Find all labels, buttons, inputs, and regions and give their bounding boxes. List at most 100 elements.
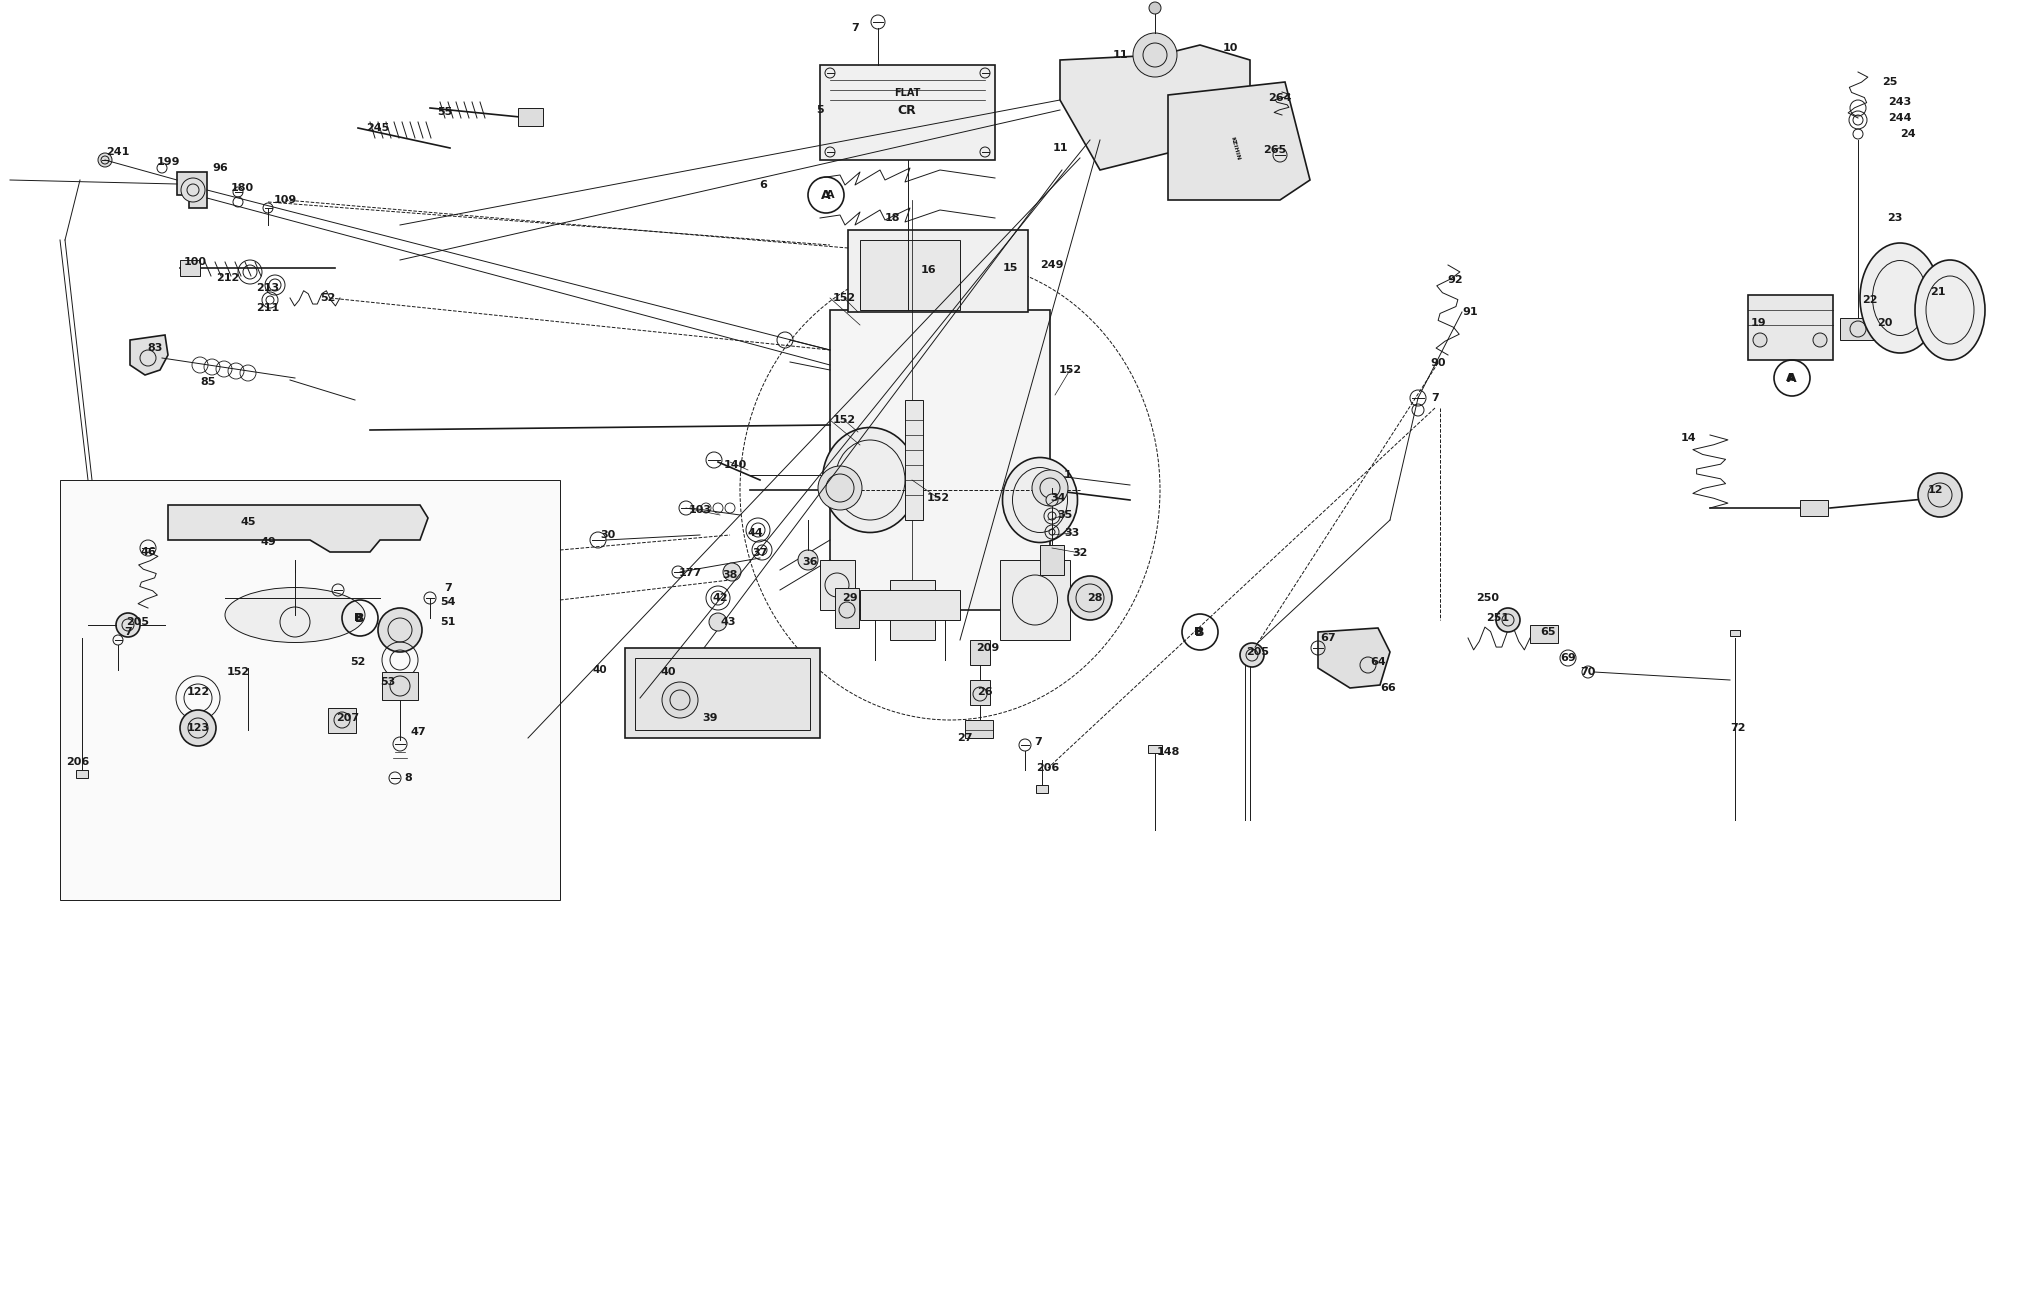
Text: 10: 10 [1223,43,1237,53]
Circle shape [1133,33,1176,77]
Text: A: A [1787,372,1797,385]
Text: 243: 243 [1888,98,1911,107]
Text: 38: 38 [722,570,739,580]
Bar [820,65,995,160]
Text: 152: 152 [926,493,950,503]
Bar [999,559,1070,640]
Text: 19: 19 [1750,317,1766,328]
Text: 140: 140 [722,461,747,470]
Text: 85: 85 [199,377,216,386]
Ellipse shape [1003,458,1077,543]
Text: 250: 250 [1477,593,1500,602]
Text: B: B [356,611,364,624]
Text: A: A [826,190,834,200]
Bar [59,480,560,900]
Text: 29: 29 [842,593,859,602]
Text: B: B [354,613,362,623]
FancyBboxPatch shape [183,540,407,705]
Text: 7: 7 [444,583,452,593]
Bar [1730,630,1740,636]
Text: 180: 180 [230,183,254,193]
Bar [906,399,924,520]
Text: 209: 209 [977,643,999,653]
Text: 152: 152 [1058,366,1081,375]
Text: 249: 249 [1040,260,1064,271]
Text: 52: 52 [350,657,366,667]
Text: 251: 251 [1486,613,1510,623]
Text: 1: 1 [1064,470,1072,480]
Text: 7: 7 [124,627,132,637]
Text: 36: 36 [802,557,818,567]
Text: 211: 211 [256,303,279,314]
Text: 28: 28 [1087,593,1103,602]
Text: 212: 212 [216,273,240,284]
Text: 25: 25 [1882,77,1899,87]
Bar [830,310,1050,610]
Bar [861,589,961,621]
Text: 70: 70 [1581,667,1595,677]
Bar [861,239,961,310]
Text: 122: 122 [187,687,210,697]
Text: 18: 18 [885,213,899,222]
Text: 47: 47 [411,727,425,736]
Text: B: B [1195,626,1205,639]
Bar [834,588,859,628]
Text: 66: 66 [1380,683,1396,693]
Text: 103: 103 [688,505,712,515]
Text: 14: 14 [1681,433,1695,444]
Text: 265: 265 [1264,144,1286,155]
Text: 11: 11 [1113,49,1127,60]
Circle shape [1150,3,1162,14]
Bar [1040,545,1064,575]
Bar [635,658,810,730]
Bar [179,260,199,276]
Text: 100: 100 [183,258,206,267]
Circle shape [379,608,421,652]
Text: 40: 40 [592,665,606,675]
Circle shape [722,563,741,582]
Text: 40: 40 [659,667,676,677]
Text: 32: 32 [1072,548,1087,558]
Text: A: A [1785,373,1795,382]
Text: 152: 152 [226,667,250,677]
Polygon shape [169,505,427,552]
Text: 21: 21 [1931,288,1945,297]
Circle shape [708,613,726,631]
Text: 45: 45 [240,516,256,527]
Text: B: B [1195,627,1203,637]
Text: 64: 64 [1370,657,1386,667]
Text: A: A [822,189,830,202]
Text: FLAT: FLAT [893,88,920,98]
Bar [519,108,543,126]
Text: 244: 244 [1888,113,1911,124]
Text: 205: 205 [126,617,149,627]
Text: 7: 7 [851,23,859,33]
Text: 91: 91 [1463,307,1477,317]
Circle shape [818,466,863,510]
Circle shape [1752,333,1766,347]
Text: 7: 7 [1034,736,1042,747]
Bar [625,648,820,738]
Circle shape [1496,608,1520,632]
Bar [1748,295,1834,360]
Text: 42: 42 [712,593,729,602]
Text: 65: 65 [1540,627,1555,637]
Text: 148: 148 [1156,747,1180,757]
Text: 15: 15 [1003,263,1018,273]
Text: 207: 207 [336,713,360,723]
Circle shape [116,613,140,637]
Text: 7: 7 [1431,393,1439,403]
Text: 34: 34 [1050,493,1066,503]
Bar [1840,317,1876,340]
Bar [1801,500,1827,516]
Bar [1148,745,1162,753]
Bar [965,719,993,738]
Circle shape [661,682,698,718]
Circle shape [98,154,112,167]
Text: 43: 43 [720,617,737,627]
Circle shape [1813,333,1827,347]
Text: 55: 55 [438,107,452,117]
Text: 206: 206 [67,757,90,768]
Circle shape [181,178,206,202]
Text: 264: 264 [1268,92,1292,103]
